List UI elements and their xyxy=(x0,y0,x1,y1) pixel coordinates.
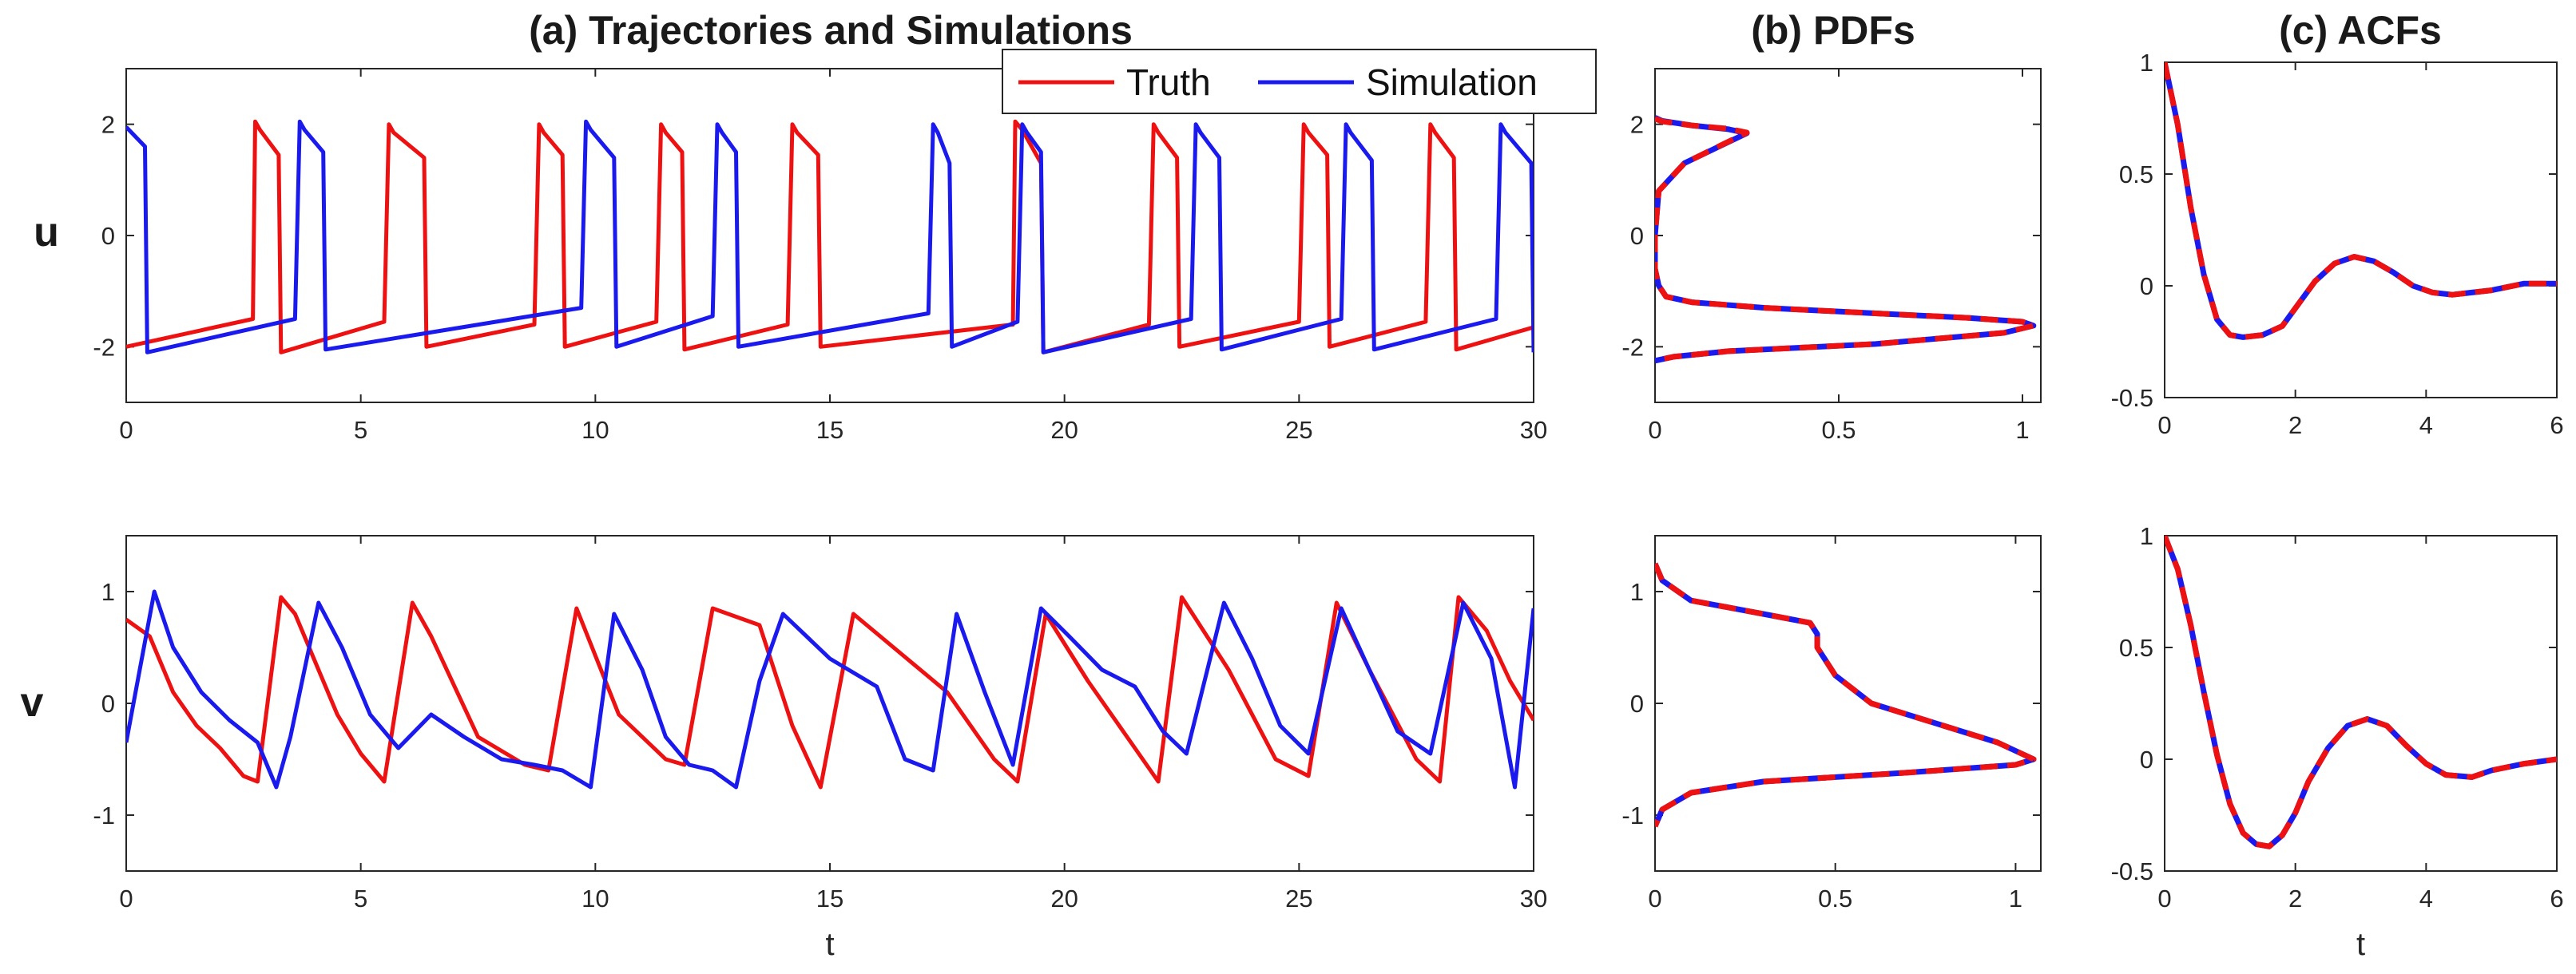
acf-u-xtick-label: 4 xyxy=(2419,411,2433,439)
traj-u-xtick-label: 25 xyxy=(1285,416,1312,444)
pdf-v-series-group xyxy=(1655,562,2037,828)
pdf-v-ytick-label: 1 xyxy=(1630,578,1644,606)
traj-u-series-group xyxy=(126,119,1534,354)
traj-u-frame xyxy=(125,68,1534,403)
acf-v-xtick-label: 2 xyxy=(2288,885,2302,913)
pdf-u-ytick-label: 2 xyxy=(1630,111,1644,139)
pdf-u-series-group xyxy=(1655,115,2037,364)
traj-u-ytick-label: 2 xyxy=(101,111,115,139)
pdf-u-line-truth xyxy=(1655,116,2037,364)
pdf-v-ytick-label: 0 xyxy=(1630,690,1644,718)
traj-u-xtick-label: 20 xyxy=(1050,416,1078,444)
acf-u-xtick-label: 2 xyxy=(2288,411,2302,439)
acf-v-xtick-label: 4 xyxy=(2419,885,2433,913)
traj-v-ytick-label: -1 xyxy=(93,802,115,829)
pdf-u-ytick-label: 0 xyxy=(1630,222,1644,250)
acf-v-frame xyxy=(2164,535,2558,872)
pdf-v-frame xyxy=(1654,535,2042,872)
traj-v-ytick-label: 0 xyxy=(101,690,115,718)
traj-v-xtick-label: 15 xyxy=(816,885,843,913)
traj-v-xtick-label: 5 xyxy=(354,885,367,913)
traj-v-series-group xyxy=(126,589,1534,790)
panel-b-title: (b) PDFs xyxy=(1751,8,1915,53)
pdf-v-line-truth xyxy=(1655,562,2037,828)
acf-u-ytick-label: 0 xyxy=(2140,272,2153,300)
acf-u-xtick-label: 0 xyxy=(2157,411,2171,439)
traj-u-line-truth xyxy=(126,119,1534,354)
axes-pdf-u: 0 0.5 1 -2 0 2 xyxy=(1621,68,2042,444)
axes-acf-v: 0 2 4 6-0.500.51t xyxy=(2111,522,2564,962)
traj-v-xtick-label: 0 xyxy=(119,885,133,913)
acf-u-ytick-label: 1 xyxy=(2140,49,2153,77)
acf-v-xtick-label: 0 xyxy=(2157,885,2171,913)
pdf-v-xtick-label: 0.5 xyxy=(1818,885,1852,913)
traj-u-xtick-label: 10 xyxy=(581,416,609,444)
traj-v-line-simulation xyxy=(126,589,1534,790)
acf-v-line-truth xyxy=(2165,536,2557,849)
acf-u-frame xyxy=(2164,61,2558,398)
traj-u-xtick-label: 15 xyxy=(816,416,843,444)
traj-v-xtick-label: 30 xyxy=(1520,885,1547,913)
traj-u-ytick-label: 0 xyxy=(101,222,115,250)
legend-label-simulation: Simulation xyxy=(1366,61,1538,103)
acf-v-ytick-label: -0.5 xyxy=(2111,857,2153,885)
pdf-u-xtick-label: 1 xyxy=(2015,416,2029,444)
axes-trajectory-u: 0 5 10 15 20 25 30 -2 0 2 xyxy=(93,68,1547,444)
legend: Truth Simulation xyxy=(1002,49,1597,114)
pdf-u-ytick-label: -2 xyxy=(1621,333,1644,361)
traj-v-xtick-label: 20 xyxy=(1050,885,1078,913)
acf-u-ytick-label: 0.5 xyxy=(2119,160,2153,188)
traj-v-xlabel: t xyxy=(825,927,834,962)
traj-u-xtick-label: 30 xyxy=(1520,416,1547,444)
acf-v-ytick-label: 1 xyxy=(2140,522,2153,550)
legend-label-truth: Truth xyxy=(1126,61,1211,103)
panel-c-title: (c) ACFs xyxy=(2279,8,2442,53)
axes-trajectory-v: 0 5 10 15 20 25 30 -1 0 1 t xyxy=(93,535,1547,962)
pdf-v-ytick-label: -1 xyxy=(1621,802,1644,829)
traj-u-xtick-label: 0 xyxy=(119,416,133,444)
panel-a-title: (a) Trajectories and Simulations xyxy=(529,8,1133,53)
traj-u-ytick-label: -2 xyxy=(93,333,115,361)
acf-u-xtick-label: 6 xyxy=(2550,411,2563,439)
acf-v-ytick-label: 0.5 xyxy=(2119,634,2153,662)
row-label-v: v xyxy=(21,679,44,726)
acf-u-ytick-label: -0.5 xyxy=(2111,384,2153,412)
traj-v-ytick-label: 1 xyxy=(101,578,115,606)
pdf-u-xtick-label: 0 xyxy=(1648,416,1661,444)
acf-v-series-group xyxy=(2165,536,2557,849)
pdf-u-xtick-label: 0.5 xyxy=(1821,416,1856,444)
traj-v-xtick-label: 10 xyxy=(581,885,609,913)
acf-v-xtick-label: 6 xyxy=(2550,885,2563,913)
acf-u-line-truth xyxy=(2165,62,2557,340)
row-label-u: u xyxy=(34,209,59,255)
acf-v-ytick-label: 0 xyxy=(2140,746,2153,774)
pdf-v-xtick-label: 0 xyxy=(1648,885,1661,913)
acf-v-xlabel: t xyxy=(2356,927,2365,962)
traj-v-xtick-label: 25 xyxy=(1285,885,1312,913)
axes-acf-u: 0 2 4 6-0.500.51 xyxy=(2111,49,2564,439)
traj-u-line-simulation xyxy=(126,119,1534,354)
traj-v-frame xyxy=(125,535,1534,872)
axes-pdf-v: 0 0.5 1 -1 0 1 xyxy=(1621,535,2042,913)
traj-u-xtick-label: 5 xyxy=(354,416,367,444)
acf-u-series-group xyxy=(2165,62,2557,340)
pdf-v-xtick-label: 1 xyxy=(2009,885,2022,913)
